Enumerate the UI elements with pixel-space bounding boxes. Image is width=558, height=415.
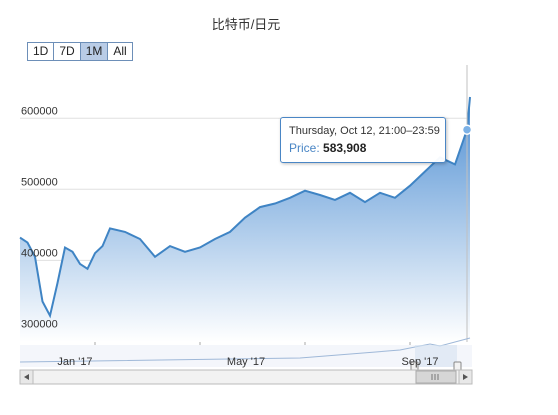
y-tick-label: 500000: [21, 176, 58, 188]
navigator-label: May '17: [227, 356, 265, 368]
scrollbar-track[interactable]: [19, 369, 473, 385]
scroll-right-arrow-icon: [463, 374, 468, 380]
range-button-all[interactable]: All: [107, 42, 133, 61]
chart-title: 比特币/日元: [211, 17, 281, 32]
price-tooltip: Thursday, Oct 12, 21:00–23:59 Price: 583…: [280, 117, 446, 163]
navigator-background: [20, 345, 472, 367]
range-button-1d[interactable]: 1D: [27, 42, 55, 61]
hover-point: [461, 124, 473, 135]
price-area: [20, 97, 470, 342]
scrollbar-grip-icon: [431, 374, 439, 380]
scroll-left-arrow-icon: [24, 374, 29, 380]
y-tick-label: 600000: [21, 105, 58, 117]
price-line: [19, 96, 471, 319]
y-tick-label: 400000: [21, 247, 58, 259]
navigator-labels: Jan '17 May '17 Sep '17: [57, 356, 438, 368]
range-button-1m[interactable]: 1M: [79, 42, 109, 61]
tooltip-price-label: Price:: [289, 141, 320, 155]
navigator-label: Sep '17: [402, 356, 439, 368]
scrollbar-thumb[interactable]: [415, 370, 457, 384]
y-tick-label: 300000: [21, 318, 58, 330]
tooltip-price-value: 583,908: [323, 141, 367, 155]
tooltip-price: Price: 583,908: [289, 141, 366, 155]
y-axis: 300000 400000 500000 600000: [21, 105, 58, 330]
tooltip-time: Thursday, Oct 12, 21:00–23:59: [289, 125, 440, 137]
range-selector: 1D 7D 1M All: [27, 42, 133, 61]
navigator-selection[interactable]: [415, 345, 457, 367]
navigator-label: Jan '17: [57, 356, 92, 368]
